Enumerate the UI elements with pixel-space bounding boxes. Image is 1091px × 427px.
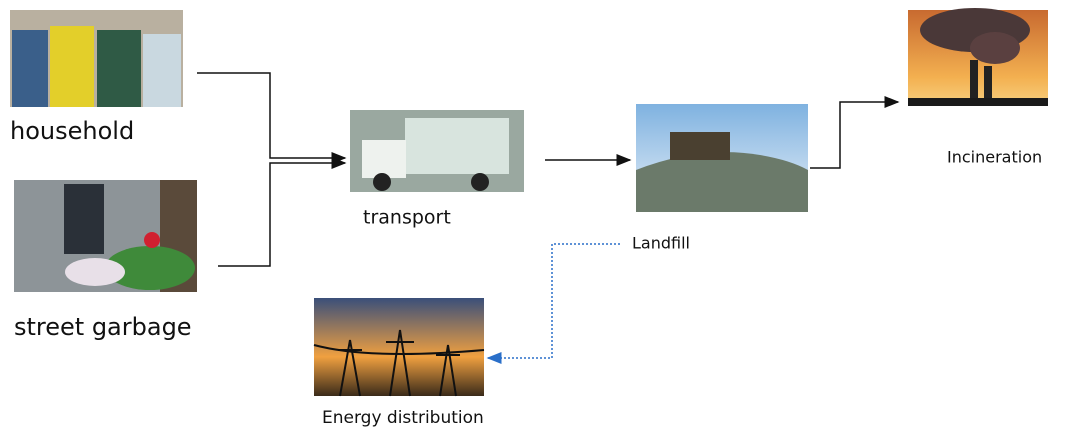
transport-label: transport bbox=[363, 207, 451, 229]
arrow bbox=[810, 96, 900, 169]
incineration-image bbox=[908, 8, 1048, 106]
street-garbage-label: street garbage bbox=[14, 313, 192, 341]
energy-image bbox=[313, 298, 485, 397]
household-image bbox=[10, 10, 183, 107]
arrow bbox=[218, 157, 347, 267]
arrow bbox=[197, 72, 347, 164]
landfill-label: Landfill bbox=[632, 234, 690, 253]
landfill-image bbox=[636, 104, 808, 212]
street-garbage-image bbox=[14, 180, 197, 292]
incineration-label: Incineration bbox=[947, 148, 1042, 167]
transport-image bbox=[350, 110, 524, 192]
household-label: household bbox=[10, 117, 134, 145]
energy-label: Energy distribution bbox=[322, 408, 484, 427]
dotted-arrow bbox=[486, 243, 620, 364]
